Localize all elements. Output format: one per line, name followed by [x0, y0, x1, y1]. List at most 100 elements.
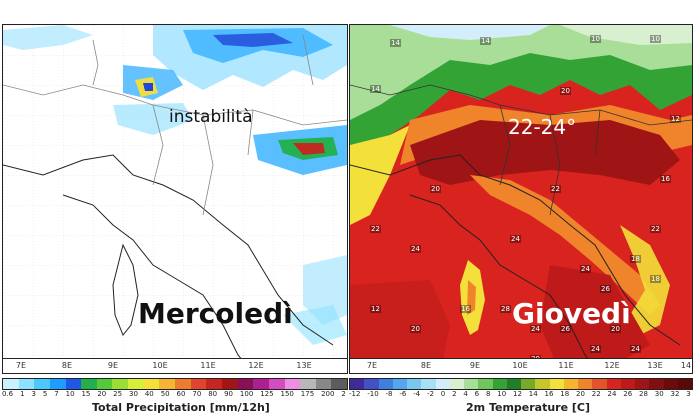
station-value: 14	[390, 39, 401, 47]
temperature-colorbar-swatch	[364, 379, 379, 389]
station-value: 26	[600, 285, 611, 293]
temperature-colorbar-swatch	[506, 379, 521, 389]
temperature-colorbar-swatch	[620, 379, 635, 389]
axis-tick: 12E	[604, 361, 620, 370]
temperature-colorbar-swatch	[677, 379, 692, 389]
temperature-colorbar-swatch	[549, 379, 564, 389]
precipitation-colorbar-swatch	[315, 379, 332, 389]
temperature-colorbar-swatch	[663, 379, 678, 389]
temperature-legend-title: 2m Temperature [C]	[466, 401, 591, 414]
temperature-colorbar-tick: 3	[686, 390, 691, 398]
station-value: 14	[480, 37, 491, 45]
temperature-colorbar-ticks: -12 -10 -8 -6 -4 -2 0 2 4 6 8 10 12 14 16 18 20 22 24 26 28 3…	[349, 390, 691, 398]
temperature-colorbar-tick: 30	[654, 390, 664, 398]
precipitation-colorbar-swatch	[96, 379, 113, 389]
precipitation-colorbar-ticks: 0.6 1 3 5 7 10 15 20 25 30 40 50 60 70 80 90 100 125 150 17…	[2, 390, 346, 398]
precipitation-colorbar-tick: 70	[192, 390, 202, 398]
axis-tick: 11E	[200, 361, 216, 370]
temperature-colorbar-tick: -12	[349, 390, 361, 398]
precipitation-colorbar-swatch	[65, 379, 82, 389]
temperature-colorbar-tick: 20	[576, 390, 585, 398]
temperature-colorbar-tick: -2	[426, 390, 434, 398]
precipitation-colorbar-tick: 30	[129, 390, 138, 398]
axis-tick: 12E	[248, 361, 264, 370]
precipitation-colorbar-tick: 2	[341, 390, 346, 398]
precipitation-colorbar-swatch	[268, 379, 285, 389]
station-value: 18	[630, 255, 641, 263]
temperature-range-label: 22-24°	[508, 115, 577, 139]
temperature-colorbar-swatch	[378, 379, 393, 389]
temperature-colorbar-tick: 12	[513, 390, 522, 398]
precipitation-colorbar-tick: 90	[224, 390, 233, 398]
precipitation-map: instabilità Mercoledì 7E 8E 9E 10E 11E 1…	[2, 24, 348, 374]
precipitation-colorbar-tick: 40	[144, 390, 154, 398]
station-value: 24	[410, 245, 421, 253]
station-value: 20	[560, 87, 571, 95]
temperature-colorbar-swatch	[392, 379, 407, 389]
axis-tick: 8E	[420, 361, 432, 370]
precipitation-colorbar-swatch	[237, 379, 254, 389]
precipitation-colorbar-swatch	[190, 379, 207, 389]
temperature-colorbar-tick: 0	[440, 390, 446, 398]
temperature-colorbar-tick: 4	[463, 390, 468, 398]
precipitation-colorbar-swatch	[159, 379, 176, 389]
station-value: 12	[370, 305, 381, 313]
temperature-colorbar-tick: 2	[452, 390, 457, 398]
temperature-colorbar-swatch	[421, 379, 436, 389]
station-value: 20	[610, 325, 621, 333]
axis-tick: 11E	[558, 361, 574, 370]
precipitation-colorbar-swatch	[221, 379, 238, 389]
station-value: 24	[510, 235, 521, 243]
precipitation-colorbar-swatch	[284, 379, 301, 389]
precipitation-colorbar-swatch	[3, 379, 19, 389]
precipitation-colorbar-tick: 20	[97, 390, 107, 398]
station-value: 24	[530, 325, 541, 333]
station-value: 24	[590, 345, 601, 353]
axis-tick: 10E	[512, 361, 528, 370]
temperature-colorbar-swatch	[578, 379, 593, 389]
temperature-colorbar-tick: 32	[670, 390, 680, 398]
temperature-colorbar-swatch	[635, 379, 650, 389]
precipitation-colorbar-tick: 200	[321, 390, 335, 398]
station-value: 20	[430, 185, 441, 193]
temperature-colorbar-swatch	[464, 379, 479, 389]
station-value: 28	[500, 305, 511, 313]
temperature-colorbar-tick: 28	[639, 390, 648, 398]
precipitation-legend-title: Total Precipitation [mm/12h]	[92, 401, 270, 414]
precipitation-colorbar-tick: 10	[65, 390, 75, 398]
region-label: instabilità	[169, 107, 253, 127]
temperature-colorbar-swatch	[449, 379, 464, 389]
axis-tick: 9E	[469, 361, 481, 370]
longitude-axis: 7E 8E 9E 10E 11E 12E 13E 14	[350, 358, 692, 373]
temperature-colorbar-swatch	[350, 379, 365, 389]
temperature-colorbar-swatch	[521, 379, 536, 389]
temperature-colorbar-swatch	[606, 379, 621, 389]
station-value: 14	[370, 85, 381, 93]
temperature-colorbar-swatch	[592, 379, 607, 389]
precipitation-colorbar-swatch	[300, 379, 316, 389]
precipitation-colorbar-tick: 3	[31, 390, 36, 398]
precipitation-colorbar-tick: 7	[54, 390, 59, 398]
precipitation-colorbar-tick: 50	[160, 390, 170, 398]
precipitation-colorbar-tick: 150	[280, 390, 294, 398]
station-value: 24	[630, 345, 641, 353]
temperature-colorbar-tick: 18	[560, 390, 570, 398]
precipitation-colorbar-swatch	[112, 379, 129, 389]
temperature-map: 14 14 10 10 14 20 22 20 22 24 24 18 16 24 26 22 12 24 26 18…	[349, 24, 693, 374]
station-value: 20	[410, 325, 421, 333]
temperature-colorbar-swatch	[407, 379, 422, 389]
day-label: Giovedì	[512, 297, 631, 330]
axis-tick: 8E	[61, 361, 73, 370]
station-value: 22	[650, 225, 661, 233]
station-value: 16	[460, 305, 471, 313]
temperature-colorbar-tick: 14	[528, 390, 538, 398]
station-value: 16	[660, 175, 671, 183]
station-value: 22	[550, 185, 561, 193]
precipitation-colorbar-swatch	[49, 379, 66, 389]
precipitation-colorbar-swatch	[81, 379, 97, 389]
station-value: 26	[560, 325, 571, 333]
temperature-colorbar-tick: -6	[399, 390, 407, 398]
station-value: 24	[580, 265, 591, 273]
longitude-axis: 7E 8E 9E 10E 11E 12E 13E	[3, 358, 347, 373]
precipitation-colorbar-tick: 100	[239, 390, 254, 398]
